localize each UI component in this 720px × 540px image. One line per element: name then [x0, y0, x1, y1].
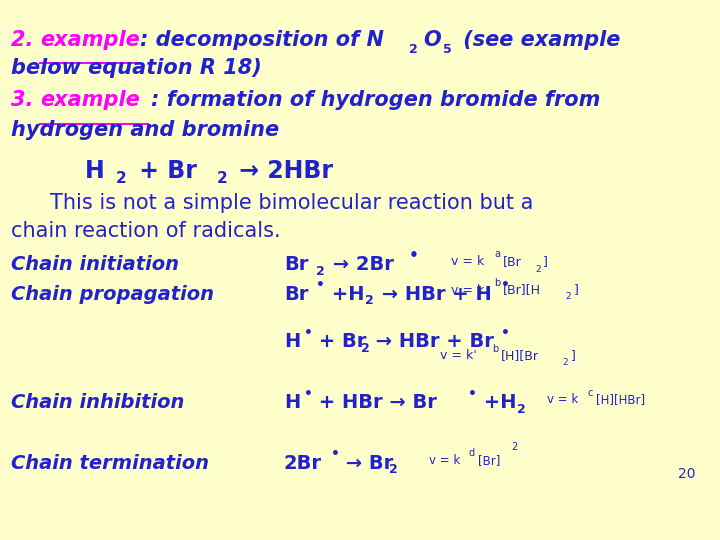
Text: ]: ]: [571, 349, 575, 362]
Text: •: •: [409, 248, 419, 264]
Text: •: •: [330, 447, 340, 461]
Text: 2: 2: [566, 292, 571, 301]
Text: chain reaction of radicals.: chain reaction of radicals.: [11, 221, 280, 241]
Text: + Br: + Br: [312, 332, 366, 351]
Text: 2: 2: [316, 265, 325, 278]
Text: +H: +H: [477, 393, 516, 412]
Text: [Br: [Br: [503, 255, 521, 268]
Text: Chain initiation: Chain initiation: [11, 255, 179, 274]
Text: 2: 2: [535, 265, 541, 274]
Text: •: •: [501, 278, 510, 292]
Text: : decomposition of N: : decomposition of N: [140, 30, 384, 50]
Text: ]: ]: [574, 284, 578, 296]
Text: (see example: (see example: [456, 30, 621, 50]
Text: H: H: [284, 332, 300, 351]
Text: v = k: v = k: [451, 255, 484, 268]
Text: + Br: + Br: [130, 159, 197, 183]
Text: → HBr + Br: → HBr + Br: [369, 332, 494, 351]
Text: 20: 20: [678, 467, 696, 481]
Text: [H][Br: [H][Br: [500, 349, 539, 362]
Text: ]: ]: [543, 255, 548, 268]
Text: Chain propagation: Chain propagation: [11, 285, 214, 303]
Text: d: d: [469, 448, 474, 458]
Text: + HBr → Br: + HBr → Br: [312, 393, 437, 412]
Text: 2: 2: [511, 442, 517, 452]
Text: v = k: v = k: [429, 454, 461, 467]
Text: •: •: [501, 326, 510, 340]
Text: 2: 2: [563, 358, 569, 367]
Text: •: •: [316, 278, 325, 292]
Text: 2: 2: [517, 403, 526, 416]
Text: This is not a simple bimolecular reaction but a: This is not a simple bimolecular reactio…: [50, 193, 533, 213]
Text: hydrogen and bromine: hydrogen and bromine: [11, 120, 279, 140]
Text: [Br][H: [Br][H: [503, 284, 541, 296]
Text: b: b: [492, 344, 498, 354]
Text: H: H: [284, 393, 300, 412]
Text: •: •: [304, 326, 312, 340]
Text: b: b: [494, 278, 500, 288]
Text: → 2HBr: → 2HBr: [230, 159, 333, 183]
Text: Br: Br: [284, 285, 308, 303]
Text: •: •: [304, 387, 312, 401]
Text: 2: 2: [365, 294, 374, 307]
Text: : formation of hydrogen bromide from: : formation of hydrogen bromide from: [151, 90, 600, 110]
Text: •: •: [469, 387, 477, 401]
Text: O: O: [424, 30, 441, 50]
Text: H: H: [85, 159, 105, 183]
Text: 2: 2: [217, 171, 228, 186]
Text: example: example: [40, 90, 140, 110]
Text: Chain termination: Chain termination: [11, 454, 209, 472]
Text: [H][HBr]: [H][HBr]: [596, 393, 645, 406]
Text: 2Br: 2Br: [284, 454, 322, 472]
Text: → 2Br: → 2Br: [326, 255, 395, 274]
Text: → Br: → Br: [339, 454, 394, 472]
Text: c: c: [588, 388, 593, 398]
Text: Chain inhibition: Chain inhibition: [11, 393, 184, 412]
Text: 2: 2: [389, 463, 397, 476]
Text: 2.: 2.: [11, 30, 40, 50]
Text: 2: 2: [116, 171, 127, 186]
Text: v = k': v = k': [440, 349, 477, 362]
Text: 2: 2: [361, 342, 369, 355]
Text: 3.: 3.: [11, 90, 40, 110]
Text: v = k: v = k: [451, 284, 484, 296]
Text: example: example: [40, 30, 140, 50]
Text: → HBr + H: → HBr + H: [374, 285, 492, 303]
Text: v = k: v = k: [546, 393, 577, 406]
Text: 5: 5: [443, 43, 451, 56]
Text: Br: Br: [284, 255, 308, 274]
Text: [Br]: [Br]: [477, 454, 500, 467]
Text: below equation R 18): below equation R 18): [11, 58, 261, 78]
Text: +H: +H: [325, 285, 364, 303]
Text: 2: 2: [409, 43, 418, 56]
Text: a: a: [494, 249, 500, 260]
